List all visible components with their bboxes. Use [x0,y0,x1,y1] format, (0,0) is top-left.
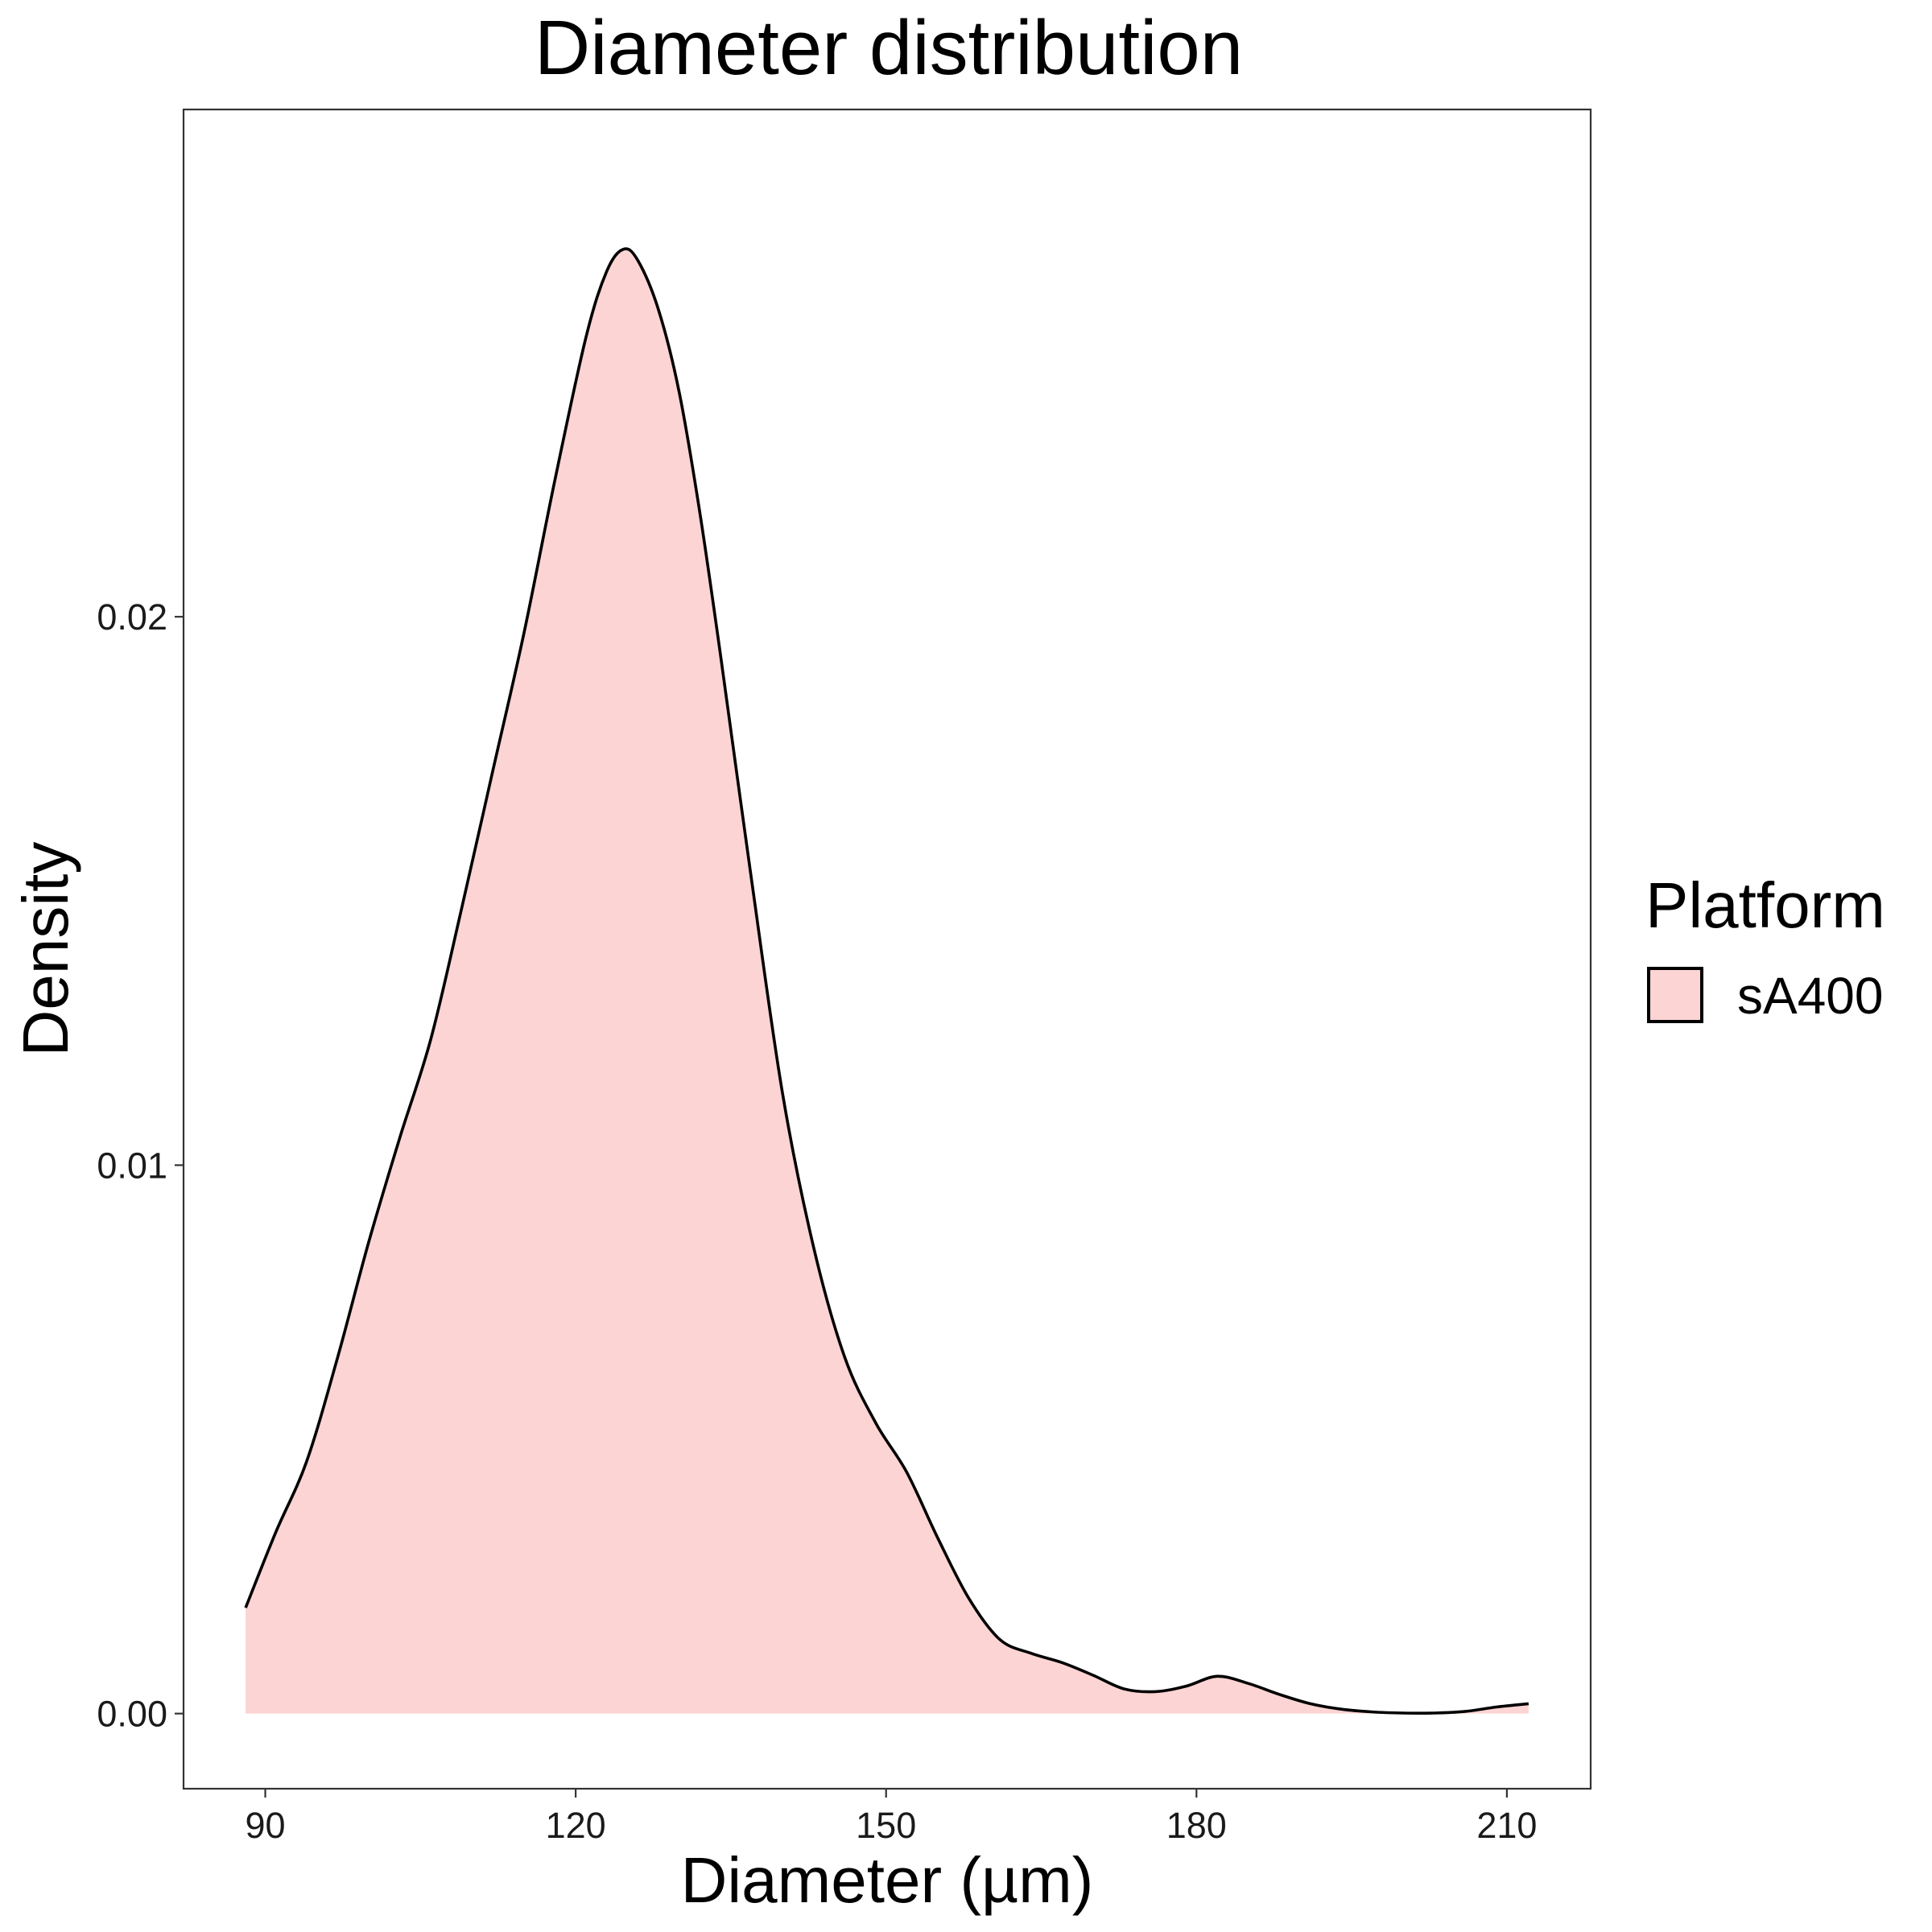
y-tick-label: 0.02 [97,597,167,638]
x-axis: 90 120 150 180 210 [246,1789,1537,1846]
legend: Platform sA400 [1645,869,1885,1025]
legend-key-sA400 [1647,967,1703,1023]
y-axis: 0.00 0.01 0.02 [97,597,184,1735]
plot-area [244,247,1530,1715]
x-tick-label: 120 [546,1805,606,1846]
density-line-sA400 [244,247,1530,1715]
y-tick-label: 0.01 [97,1145,167,1186]
panel-border [182,108,1592,1790]
x-axis-title: Diameter (µm) [681,1844,1094,1916]
x-tick-label: 210 [1476,1805,1537,1846]
x-tick-label: 90 [246,1805,286,1846]
chart-title: Diameter distribution [535,5,1243,91]
y-axis-title: Density [10,842,81,1057]
legend-title: Platform [1645,869,1885,941]
density-area-sA400 [246,249,1529,1714]
y-tick-label: 0.00 [97,1694,167,1735]
x-tick-label: 150 [856,1805,916,1846]
legend-label-sA400: sA400 [1737,967,1883,1025]
x-tick-label: 180 [1166,1805,1227,1846]
